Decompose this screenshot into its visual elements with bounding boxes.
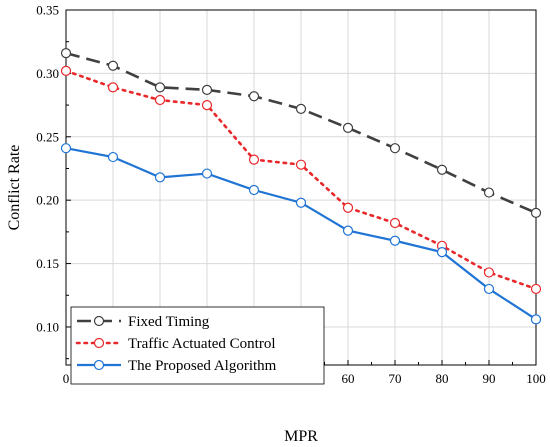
legend-item: Traffic Actuated Control [75, 336, 275, 352]
data-point [107, 60, 119, 71]
series-1 [60, 48, 542, 218]
data-point [342, 202, 354, 213]
data-point [107, 151, 119, 163]
legend-label: The Proposed Algorithm [128, 358, 277, 374]
data-point [201, 84, 213, 95]
x-tick-label: 70 [389, 371, 402, 386]
y-tick-label: 0.25 [36, 129, 59, 144]
y-axis-title: Conflict Rate [6, 145, 23, 231]
x-tick-label: 80 [436, 371, 449, 386]
data-point [436, 247, 448, 258]
data-point [530, 283, 542, 295]
data-point [107, 82, 119, 93]
data-point [389, 217, 401, 229]
x-axis-title: MPR [284, 428, 318, 445]
data-point [483, 267, 495, 278]
data-point [154, 94, 166, 106]
data-point [530, 207, 542, 218]
data-point [154, 82, 166, 93]
data-point [248, 91, 260, 102]
legend-label: Fixed Timing [128, 314, 210, 330]
legend: Fixed Timing Traffic Actuated Control The … [70, 306, 325, 385]
y-tick-label: 0.20 [36, 193, 59, 208]
y-tick-label: 0.15 [36, 256, 59, 271]
legend-item: Fixed Timing [77, 314, 210, 330]
legend-swatch-marker [93, 315, 105, 327]
y-tick-label: 0.10 [36, 319, 59, 334]
series-group [60, 48, 542, 325]
data-point [483, 187, 495, 198]
data-point [60, 143, 72, 154]
legend-box [70, 306, 325, 385]
data-point [60, 48, 72, 59]
data-point [295, 103, 307, 114]
data-point [342, 122, 354, 134]
data-point [530, 314, 542, 325]
data-point [154, 172, 166, 183]
data-point [201, 99, 213, 111]
x-tick-label: 90 [483, 371, 496, 386]
data-point [201, 168, 213, 179]
data-point [295, 197, 307, 208]
x-tick-label: 60 [342, 371, 355, 386]
x-tick-label: 0 [63, 371, 70, 386]
data-point [483, 283, 495, 295]
data-point [295, 159, 307, 170]
data-point [389, 143, 401, 154]
data-point [342, 225, 354, 236]
data-point [436, 164, 448, 175]
data-point [248, 154, 260, 165]
data-point [248, 184, 260, 196]
data-point [389, 235, 401, 246]
legend-label: Traffic Actuated Control [128, 336, 275, 352]
y-tick-label: 0.30 [36, 66, 59, 81]
legend-item: The Proposed Algorithm [77, 358, 277, 374]
legend-swatch-marker [93, 337, 105, 349]
legend-swatch-marker [93, 359, 105, 371]
y-tick-label: 0.35 [36, 3, 59, 18]
x-tick-label: 100 [526, 371, 546, 386]
data-point [60, 65, 72, 76]
series-3 [60, 143, 542, 325]
